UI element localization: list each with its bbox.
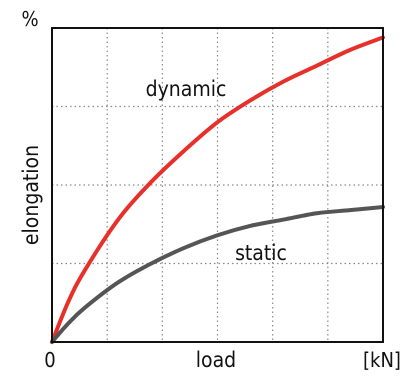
x-axis-title: load xyxy=(196,348,236,372)
y-axis-title: elongation xyxy=(19,145,43,245)
series-line-dynamic xyxy=(50,35,385,344)
plot-frame xyxy=(51,27,384,343)
series-label-static: static xyxy=(235,241,287,265)
series-line-static xyxy=(50,204,385,344)
series-label-dynamic: dynamic xyxy=(146,77,227,101)
x-origin-label: 0 xyxy=(44,348,55,372)
x-unit-label: [kN] xyxy=(363,348,401,372)
y-unit-label: % xyxy=(21,7,38,31)
series-lines xyxy=(50,35,385,344)
